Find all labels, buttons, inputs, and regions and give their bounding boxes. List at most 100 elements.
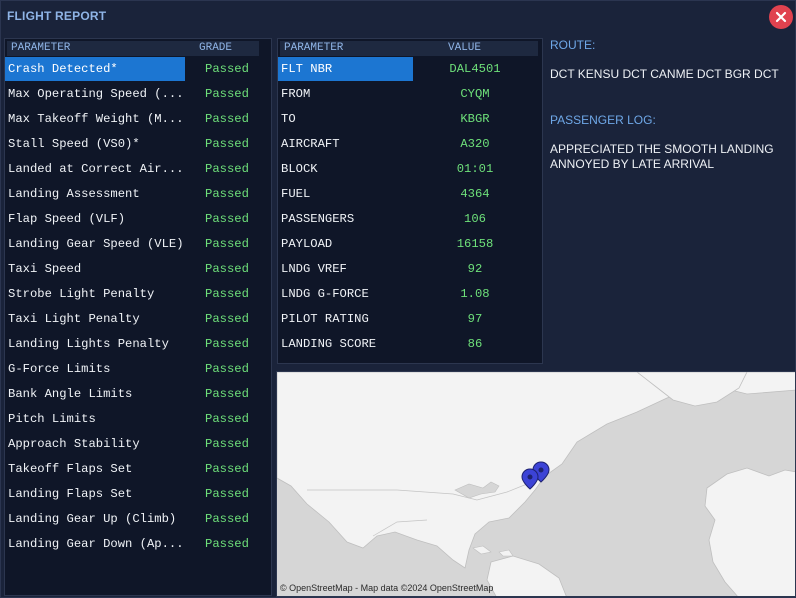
grade-row-result: Passed bbox=[205, 262, 249, 276]
grades-table: PARAMETER GRADE Crash Detected* Passed Max… bbox=[4, 38, 272, 596]
grade-row-result: Passed bbox=[205, 412, 249, 426]
param-row-name: PAYLOAD bbox=[281, 237, 333, 251]
grade-row-parameter: Max Operating Speed (... bbox=[8, 87, 184, 101]
grade-row-result: Passed bbox=[205, 212, 249, 226]
grade-row[interactable]: Strobe Light Penalty Passed bbox=[5, 282, 271, 306]
close-button[interactable] bbox=[769, 5, 793, 29]
passenger-log-line: APPRECIATED THE SMOOTH LANDING bbox=[550, 142, 774, 156]
grade-row[interactable]: Landing Gear Speed (VLE) Passed bbox=[5, 232, 271, 256]
param-row-name: FUEL bbox=[281, 187, 311, 201]
grade-row[interactable]: Landing Gear Down (Ap... Passed bbox=[5, 532, 271, 556]
grade-row-result: Passed bbox=[205, 112, 249, 126]
param-row-value: DAL4501 bbox=[449, 62, 501, 76]
param-row-name: LNDG G-FORCE bbox=[281, 287, 369, 301]
params-table: PARAMETER VALUE FLT NBR DAL4501 FROM CYQM TO… bbox=[277, 38, 543, 364]
param-row-name: FLT NBR bbox=[278, 57, 413, 81]
param-row-name: FROM bbox=[281, 87, 311, 101]
grade-row[interactable]: Taxi Speed Passed bbox=[5, 257, 271, 281]
route-label: ROUTE: bbox=[550, 38, 596, 52]
param-row[interactable]: AIRCRAFT A320 bbox=[278, 132, 542, 156]
param-row[interactable]: LANDING SCORE 86 bbox=[278, 332, 542, 356]
grade-row-result: Passed bbox=[205, 237, 249, 251]
grade-row-result: Passed bbox=[205, 387, 249, 401]
grade-row[interactable]: Flap Speed (VLF) Passed bbox=[5, 207, 271, 231]
south-america-landmass bbox=[486, 555, 567, 596]
param-row-value: 16158 bbox=[456, 237, 494, 251]
grade-row[interactable]: Taxi Light Penalty Passed bbox=[5, 307, 271, 331]
grade-row-parameter: Pitch Limits bbox=[8, 412, 96, 426]
map-attribution[interactable]: © OpenStreetMap - Map data ©2024 OpenStr… bbox=[280, 583, 494, 593]
grade-row-result: Passed bbox=[205, 137, 249, 151]
great-lakes bbox=[454, 481, 500, 499]
param-row-name: PILOT RATING bbox=[281, 312, 369, 326]
param-row[interactable]: LNDG G-FORCE 1.08 bbox=[278, 282, 542, 306]
grade-row-parameter: Landing Flaps Set bbox=[8, 487, 133, 501]
grades-header-parameter[interactable]: PARAMETER bbox=[7, 41, 195, 56]
grade-row[interactable]: Takeoff Flaps Set Passed bbox=[5, 457, 271, 481]
param-row[interactable]: LNDG VREF 92 bbox=[278, 257, 542, 281]
grade-row-parameter: Takeoff Flaps Set bbox=[8, 462, 133, 476]
passenger-log-label: PASSENGER LOG: bbox=[550, 113, 656, 127]
param-row[interactable]: TO KBGR bbox=[278, 107, 542, 131]
route-map[interactable]: © OpenStreetMap - Map data ©2024 OpenStr… bbox=[276, 371, 796, 597]
route-text: DCT KENSU DCT CANME DCT BGR DCT bbox=[550, 67, 779, 81]
grade-row-result: Passed bbox=[205, 312, 249, 326]
grade-row-result: Passed bbox=[205, 287, 249, 301]
passenger-log-line: ANNOYED BY LATE ARRIVAL bbox=[550, 157, 715, 171]
grade-row[interactable]: Approach Stability Passed bbox=[5, 432, 271, 456]
params-header-parameter[interactable]: PARAMETER bbox=[280, 41, 444, 56]
greenland-landmass bbox=[636, 372, 748, 407]
param-row-value: 97 bbox=[467, 312, 483, 326]
grade-row[interactable]: G-Force Limits Passed bbox=[5, 357, 271, 381]
grade-row-parameter: Landing Gear Speed (VLE) bbox=[8, 237, 184, 251]
grade-row-parameter: Taxi Light Penalty bbox=[8, 312, 140, 326]
window-title: FLIGHT REPORT bbox=[7, 9, 107, 23]
params-header-value[interactable]: VALUE bbox=[444, 41, 538, 56]
grade-row[interactable]: Max Operating Speed (... Passed bbox=[5, 82, 271, 106]
grade-row-result: Passed bbox=[205, 62, 249, 76]
param-row-name: LNDG VREF bbox=[281, 262, 347, 276]
param-row[interactable]: PASSENGERS 106 bbox=[278, 207, 542, 231]
destination-marker-icon[interactable] bbox=[521, 468, 539, 490]
param-row-value: 86 bbox=[467, 337, 483, 351]
param-row-value: 92 bbox=[467, 262, 483, 276]
map-canvas[interactable] bbox=[277, 372, 796, 597]
param-row[interactable]: FUEL 4364 bbox=[278, 182, 542, 206]
grade-row[interactable]: Max Takeoff Weight (M... Passed bbox=[5, 107, 271, 131]
param-row-name: AIRCRAFT bbox=[281, 137, 340, 151]
param-row[interactable]: PILOT RATING 97 bbox=[278, 307, 542, 331]
param-row[interactable]: FLT NBR DAL4501 bbox=[278, 57, 542, 81]
param-row-value: KBGR bbox=[460, 112, 490, 126]
grade-row-parameter: Approach Stability bbox=[8, 437, 140, 451]
grade-row[interactable]: Pitch Limits Passed bbox=[5, 407, 271, 431]
country-borders bbox=[307, 483, 528, 537]
grade-row[interactable]: Crash Detected* Passed bbox=[5, 57, 271, 81]
grade-row[interactable]: Landing Lights Penalty Passed bbox=[5, 332, 271, 356]
grade-row-result: Passed bbox=[205, 187, 249, 201]
grade-row-result: Passed bbox=[205, 87, 249, 101]
param-row-value: A320 bbox=[460, 137, 490, 151]
grade-row-result: Passed bbox=[205, 512, 249, 526]
grade-row[interactable]: Bank Angle Limits Passed bbox=[5, 382, 271, 406]
param-row-value: 106 bbox=[464, 212, 486, 226]
grade-row[interactable]: Landed at Correct Air... Passed bbox=[5, 157, 271, 181]
grade-row-result: Passed bbox=[205, 362, 249, 376]
param-row[interactable]: BLOCK 01:01 bbox=[278, 157, 542, 181]
grade-row[interactable]: Landing Flaps Set Passed bbox=[5, 482, 271, 506]
grade-row[interactable]: Landing Gear Up (Climb) Passed bbox=[5, 507, 271, 531]
param-row-value: 4364 bbox=[460, 187, 490, 201]
grade-row-parameter: Taxi Speed bbox=[8, 262, 82, 276]
grade-row[interactable]: Landing Assessment Passed bbox=[5, 182, 271, 206]
grade-row-parameter: Strobe Light Penalty bbox=[8, 287, 155, 301]
caribbean-islands bbox=[472, 545, 514, 557]
param-row-value: 01:01 bbox=[456, 162, 494, 176]
grades-header-grade[interactable]: GRADE bbox=[195, 41, 259, 56]
param-row[interactable]: PAYLOAD 16158 bbox=[278, 232, 542, 256]
grade-row-result: Passed bbox=[205, 162, 249, 176]
grade-row-parameter: Landing Assessment bbox=[8, 187, 140, 201]
grade-row[interactable]: Stall Speed (VS0)* Passed bbox=[5, 132, 271, 156]
grade-row-parameter: Bank Angle Limits bbox=[8, 387, 133, 401]
param-row[interactable]: FROM CYQM bbox=[278, 82, 542, 106]
grade-row-parameter: Landing Gear Down (Ap... bbox=[8, 537, 184, 551]
grade-row-parameter: Max Takeoff Weight (M... bbox=[8, 112, 184, 126]
